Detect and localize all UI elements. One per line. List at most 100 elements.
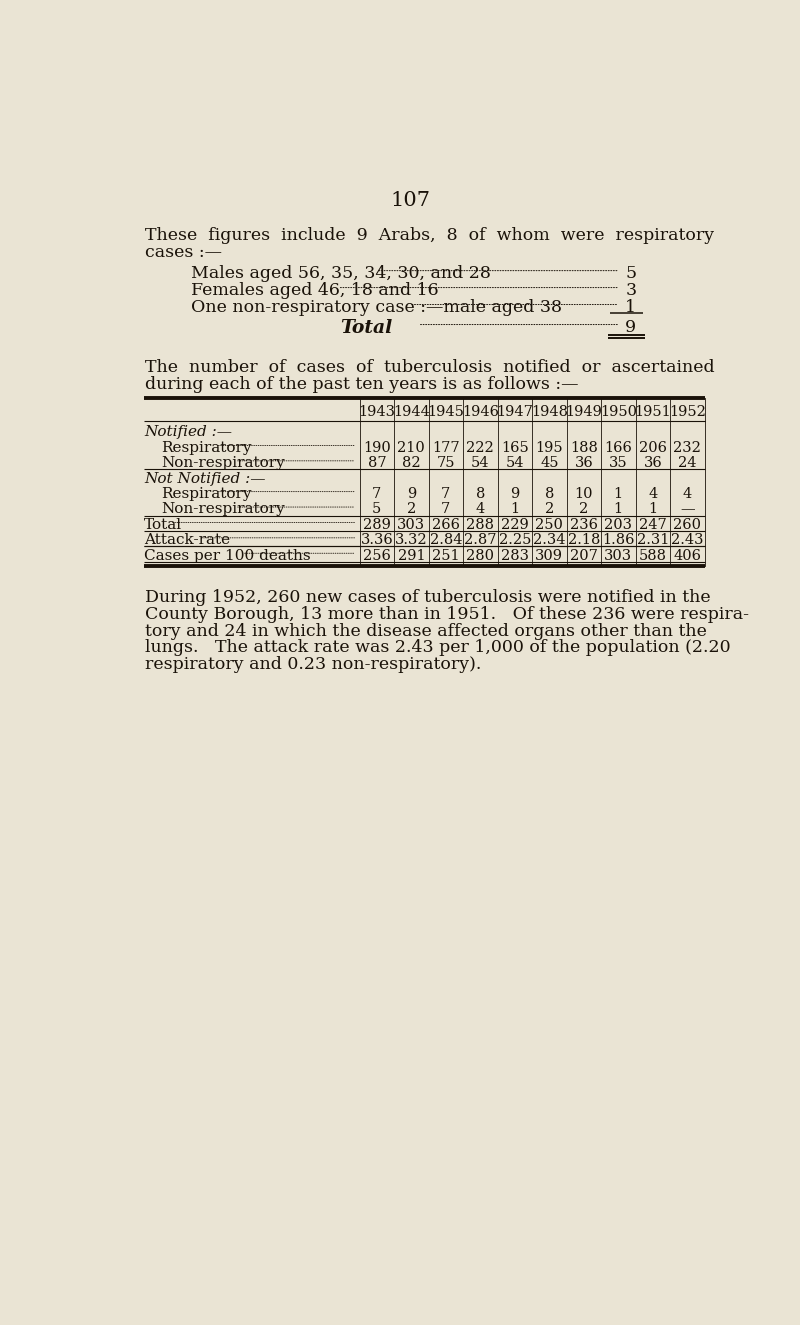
Text: lungs.   The attack rate was 2.43 per 1,000 of the population (2.20: lungs. The attack rate was 2.43 per 1,00… <box>145 640 730 656</box>
Text: during each of the past ten years is as follows :—: during each of the past ten years is as … <box>145 376 578 394</box>
Text: 9: 9 <box>625 319 636 337</box>
Text: Non-respiratory: Non-respiratory <box>162 456 285 470</box>
Text: cases :—: cases :— <box>145 244 222 261</box>
Text: 165: 165 <box>501 441 529 454</box>
Text: 2: 2 <box>545 502 554 517</box>
Text: Total: Total <box>144 518 182 531</box>
Text: 2.34: 2.34 <box>533 533 566 547</box>
Text: 1.86: 1.86 <box>602 533 634 547</box>
Text: 10: 10 <box>574 488 593 501</box>
Text: Respiratory: Respiratory <box>162 441 252 454</box>
Text: 36: 36 <box>574 456 593 470</box>
Text: 1946: 1946 <box>462 405 499 420</box>
Text: Not Notified :—: Not Notified :— <box>144 472 266 486</box>
Text: 1: 1 <box>614 488 623 501</box>
Text: 1951: 1951 <box>634 405 671 420</box>
Text: Males aged 56, 35, 34, 30, and 28: Males aged 56, 35, 34, 30, and 28 <box>191 265 491 282</box>
Text: Notified :—: Notified :— <box>144 425 232 440</box>
Text: Cases per 100 deaths: Cases per 100 deaths <box>144 549 310 563</box>
Text: 9: 9 <box>510 488 519 501</box>
Text: 406: 406 <box>674 549 702 563</box>
Text: 2: 2 <box>406 502 416 517</box>
Text: 35: 35 <box>609 456 627 470</box>
Text: 289: 289 <box>363 518 391 531</box>
Text: 303: 303 <box>604 549 632 563</box>
Text: 195: 195 <box>535 441 563 454</box>
Text: The  number  of  cases  of  tuberculosis  notified  or  ascertained: The number of cases of tuberculosis noti… <box>145 359 714 376</box>
Text: 1948: 1948 <box>531 405 568 420</box>
Text: 2.25: 2.25 <box>498 533 531 547</box>
Text: 4: 4 <box>682 488 692 501</box>
Text: 188: 188 <box>570 441 598 454</box>
Text: 3.32: 3.32 <box>395 533 428 547</box>
Text: 190: 190 <box>363 441 390 454</box>
Text: 4: 4 <box>476 502 485 517</box>
Text: 1: 1 <box>510 502 519 517</box>
Text: During 1952, 260 new cases of tuberculosis were notified in the: During 1952, 260 new cases of tuberculos… <box>145 588 710 606</box>
Text: 1943: 1943 <box>358 405 395 420</box>
Text: 288: 288 <box>466 518 494 531</box>
Text: 2.87: 2.87 <box>464 533 497 547</box>
Text: 1945: 1945 <box>427 405 464 420</box>
Text: 1: 1 <box>648 502 658 517</box>
Text: These  figures  include  9  Arabs,  8  of  whom  were  respiratory: These figures include 9 Arabs, 8 of whom… <box>145 227 714 244</box>
Text: 283: 283 <box>501 549 529 563</box>
Text: 3.36: 3.36 <box>361 533 394 547</box>
Text: 232: 232 <box>674 441 701 454</box>
Text: 247: 247 <box>639 518 666 531</box>
Text: 177: 177 <box>432 441 460 454</box>
Text: 7: 7 <box>442 502 450 517</box>
Text: 210: 210 <box>398 441 426 454</box>
Text: 3: 3 <box>625 282 636 299</box>
Text: 45: 45 <box>540 456 558 470</box>
Text: 250: 250 <box>535 518 563 531</box>
Text: 291: 291 <box>398 549 425 563</box>
Text: Attack-rate: Attack-rate <box>144 533 230 547</box>
Text: 87: 87 <box>367 456 386 470</box>
Text: 207: 207 <box>570 549 598 563</box>
Text: 1: 1 <box>614 502 623 517</box>
Text: 266: 266 <box>432 518 460 531</box>
Text: 5: 5 <box>372 502 382 517</box>
Text: 280: 280 <box>466 549 494 563</box>
Text: 203: 203 <box>604 518 632 531</box>
Text: 588: 588 <box>638 549 666 563</box>
Text: 75: 75 <box>437 456 455 470</box>
Text: 5: 5 <box>625 265 636 282</box>
Text: 166: 166 <box>604 441 632 454</box>
Text: 4: 4 <box>648 488 658 501</box>
Text: Total: Total <box>340 319 393 337</box>
Text: 2.31: 2.31 <box>637 533 669 547</box>
Text: 256: 256 <box>363 549 391 563</box>
Text: 36: 36 <box>643 456 662 470</box>
Text: 1: 1 <box>626 299 636 317</box>
Text: 9: 9 <box>406 488 416 501</box>
Text: Non-respiratory: Non-respiratory <box>162 502 285 517</box>
Text: One non-respiratory case :—male aged 38: One non-respiratory case :—male aged 38 <box>191 299 562 317</box>
Text: 1950: 1950 <box>600 405 637 420</box>
Text: tory and 24 in which the disease affected organs other than the: tory and 24 in which the disease affecte… <box>145 623 707 640</box>
Text: Females aged 46, 18 and 16: Females aged 46, 18 and 16 <box>191 282 439 299</box>
Text: 309: 309 <box>535 549 563 563</box>
Text: County Borough, 13 more than in 1951.   Of these 236 were respira-: County Borough, 13 more than in 1951. Of… <box>145 606 749 623</box>
Text: 1944: 1944 <box>393 405 430 420</box>
Text: 24: 24 <box>678 456 697 470</box>
Text: 1952: 1952 <box>669 405 706 420</box>
Text: 82: 82 <box>402 456 421 470</box>
Text: 2.43: 2.43 <box>671 533 703 547</box>
Text: 7: 7 <box>442 488 450 501</box>
Text: 236: 236 <box>570 518 598 531</box>
Text: 54: 54 <box>471 456 490 470</box>
Text: 2: 2 <box>579 502 589 517</box>
Text: 206: 206 <box>638 441 666 454</box>
Text: —: — <box>680 502 694 517</box>
Text: Respiratory: Respiratory <box>162 488 252 501</box>
Text: 222: 222 <box>466 441 494 454</box>
Text: respiratory and 0.23 non-respiratory).: respiratory and 0.23 non-respiratory). <box>145 656 482 673</box>
Text: 303: 303 <box>398 518 426 531</box>
Text: 8: 8 <box>476 488 485 501</box>
Text: 7: 7 <box>372 488 382 501</box>
Text: 54: 54 <box>506 456 524 470</box>
Text: 1947: 1947 <box>496 405 534 420</box>
Text: 251: 251 <box>432 549 460 563</box>
